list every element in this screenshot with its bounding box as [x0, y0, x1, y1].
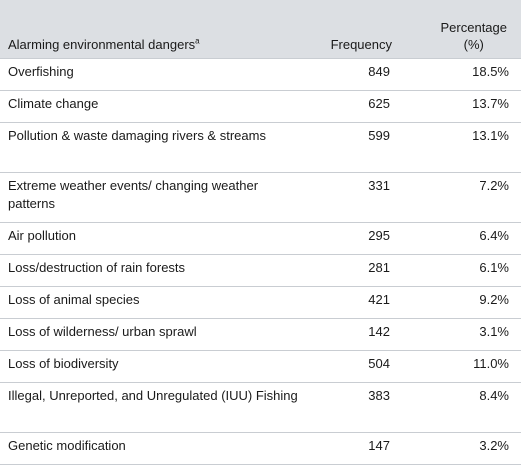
danger-cell: Genetic modification	[8, 438, 126, 453]
header-footnote-marker: a	[195, 36, 200, 46]
table-row: Genetic modification 147 3.2%	[0, 432, 521, 465]
percentage-cell: 18.5%	[472, 64, 509, 79]
table-row: Climate change 625 13.7%	[0, 90, 521, 123]
frequency-cell: 147	[368, 438, 390, 453]
frequency-cell: 383	[368, 388, 390, 403]
frequency-cell: 421	[368, 292, 390, 307]
frequency-cell: 331	[368, 178, 390, 193]
frequency-cell: 281	[368, 260, 390, 275]
table-row: Loss of biodiversity 504 11.0%	[0, 350, 521, 383]
danger-cell: Loss of wilderness/ urban sprawl	[8, 324, 197, 339]
percentage-cell: 9.2%	[479, 292, 509, 307]
frequency-cell: 849	[368, 64, 390, 79]
frequency-cell: 504	[368, 356, 390, 371]
percentage-cell: 8.4%	[479, 388, 509, 403]
percentage-cell: 13.7%	[472, 96, 509, 111]
header-percentage: Percentage (%)	[402, 0, 521, 59]
percentage-cell: 6.4%	[479, 228, 509, 243]
frequency-cell: 625	[368, 96, 390, 111]
danger-cell: Extreme weather events/ changing weather…	[8, 178, 259, 211]
header-dangers-label: Alarming environmental dangers	[8, 37, 196, 52]
percentage-cell: 11.0%	[473, 356, 509, 371]
danger-cell: Loss/destruction of rain forests	[8, 260, 186, 275]
header-row: Alarming environmental dangersa Frequenc…	[0, 0, 521, 59]
table-row: Extreme weather events/ changing weather…	[0, 172, 521, 223]
table-row: Loss of wilderness/ urban sprawl 142 3.1…	[0, 318, 521, 351]
header-dangers: Alarming environmental dangersa	[0, 0, 306, 59]
percentage-cell: 3.1%	[479, 324, 509, 339]
header-percentage-line2: (%)	[463, 37, 484, 52]
table-body: Overfishing 849 18.5% Climate change 625…	[0, 58, 521, 465]
danger-cell: Loss of animal species	[8, 292, 140, 307]
frequency-cell: 599	[368, 128, 390, 143]
percentage-cell: 7.2%	[479, 178, 509, 193]
table-row: Illegal, Unreported, and Unregulated (IU…	[0, 382, 521, 433]
danger-cell: Loss of biodiversity	[8, 356, 119, 371]
frequency-cell: 142	[368, 324, 390, 339]
table-row: Air pollution 295 6.4%	[0, 222, 521, 255]
percentage-cell: 13.1%	[472, 128, 509, 143]
header-percentage-line1: Percentage	[440, 20, 508, 35]
danger-cell: Illegal, Unreported, and Unregulated (IU…	[8, 388, 298, 403]
header-frequency: Frequency	[330, 37, 392, 52]
danger-cell: Pollution & waste damaging rivers & stre…	[8, 128, 266, 143]
table-row: Loss/destruction of rain forests 281 6.1…	[0, 254, 521, 287]
table-header: Alarming environmental dangersa Frequenc…	[0, 0, 521, 59]
percentage-cell: 3.2%	[479, 438, 509, 453]
frequency-cell: 295	[368, 228, 390, 243]
table-row: Loss of animal species 421 9.2%	[0, 286, 521, 319]
table-row: Pollution & waste damaging rivers & stre…	[0, 122, 521, 173]
percentage-cell: 6.1%	[479, 260, 509, 275]
table-row: Overfishing 849 18.5%	[0, 58, 521, 91]
danger-cell: Climate change	[8, 96, 99, 111]
danger-cell: Air pollution	[8, 228, 76, 243]
danger-cell: Overfishing	[8, 64, 74, 79]
